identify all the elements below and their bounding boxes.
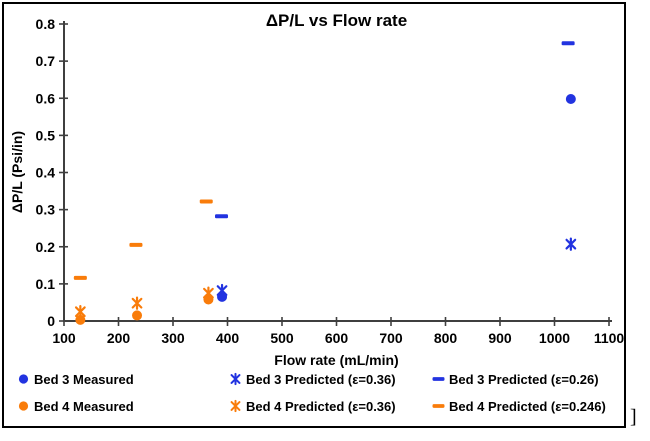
legend-label: Bed 4 Measured	[34, 398, 134, 414]
legend-entry-bed-4-measured: Bed 4 Measured	[16, 396, 134, 416]
x-tick-label: 200	[107, 330, 131, 346]
circle-marker-icon	[18, 374, 29, 384]
y-tick-label: 0.7	[36, 53, 56, 69]
dash-marker-icon	[432, 404, 445, 408]
x-tick-label: 800	[434, 330, 458, 346]
y-tick-label: 0.3	[36, 202, 56, 218]
point-bed-4-predicted-0246	[129, 242, 143, 247]
circle-marker-icon	[18, 401, 29, 411]
point-bed-4-predicted-0246	[73, 275, 87, 280]
y-axis-title: ΔP/L (Psi/in)	[9, 130, 25, 214]
x-axis-title: Flow rate (mL/min)	[274, 352, 399, 368]
x-tick-label: 500	[270, 330, 294, 346]
point-bed-4-measured	[132, 310, 143, 321]
axis-lines	[63, 21, 612, 322]
x-tick-label: 1000	[539, 330, 570, 346]
asterisk-marker-icon	[230, 372, 241, 386]
asterisk-marker-icon	[230, 399, 241, 413]
chart-title: ΔP/L vs Flow rate	[265, 11, 408, 30]
stray-bracket-text: ]	[630, 406, 637, 428]
legend-label: Bed 3 Predicted (ε=0.36)	[246, 371, 396, 387]
dash-marker-icon	[432, 377, 445, 381]
x-tick-label: 300	[161, 330, 185, 346]
x-tick-label: 900	[488, 330, 512, 346]
point-bed-4-predicted-036	[131, 296, 143, 310]
legend-label: Bed 3 Measured	[34, 371, 134, 387]
legend-entry-bed-4-predicted-0246: Bed 4 Predicted (ε=0.246)	[431, 396, 606, 416]
x-tick-label: 400	[216, 330, 240, 346]
legend-entry-bed-4-predicted-036: Bed 4 Predicted (ε=0.36)	[228, 396, 396, 416]
x-tick-label: 600	[325, 330, 349, 346]
point-bed-4-measured	[203, 294, 214, 305]
legend-entry-bed-3-measured: Bed 3 Measured	[16, 369, 134, 389]
point-bed-3-measured	[565, 93, 576, 104]
point-bed-4-measured	[75, 314, 86, 325]
y-tick-label: 0.4	[36, 165, 56, 181]
chart-border	[2, 2, 626, 428]
legend-label: Bed 4 Predicted (ε=0.36)	[246, 398, 396, 414]
legend-entry-bed-3-predicted-026: Bed 3 Predicted (ε=0.26)	[431, 369, 599, 389]
legend-label: Bed 3 Predicted (ε=0.26)	[449, 371, 599, 387]
point-bed-3-predicted-026	[215, 214, 229, 219]
y-tick-label: 0.8	[36, 16, 56, 32]
point-bed-4-predicted-0246	[199, 199, 213, 204]
point-bed-3-predicted-026	[561, 41, 575, 46]
y-tick-label: 0.6	[36, 90, 56, 106]
point-bed-3-measured	[217, 291, 228, 302]
y-tick-label: 0.5	[36, 127, 56, 143]
legend-entry-bed-3-predicted-036: Bed 3 Predicted (ε=0.36)	[228, 369, 396, 389]
y-tick-label: 0	[47, 313, 55, 329]
point-bed-3-predicted-036	[565, 237, 577, 251]
legend-label: Bed 4 Predicted (ε=0.246)	[449, 398, 606, 414]
x-tick-label: 700	[379, 330, 403, 346]
x-tick-label: 1100	[594, 330, 625, 346]
x-tick-label: 100	[52, 330, 76, 346]
y-tick-label: 0.2	[36, 239, 56, 255]
y-tick-label: 0.1	[36, 276, 56, 292]
